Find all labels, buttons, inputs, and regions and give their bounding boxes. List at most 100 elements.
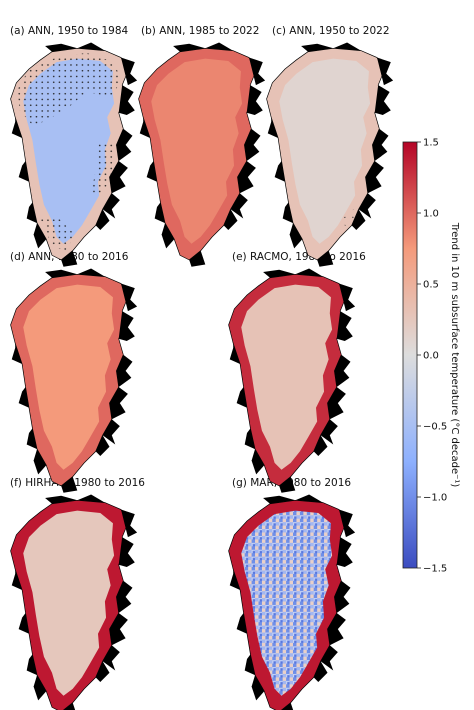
coast-land	[116, 354, 133, 387]
coast-land	[121, 283, 138, 312]
colorbar-tick-label: 0.0	[423, 351, 439, 362]
coast-land	[336, 311, 353, 341]
coast-land	[116, 128, 133, 161]
panel-title-a: (a) ANN, 1950 to 1984	[10, 25, 129, 37]
colorbar-tick-label: 1.5	[423, 138, 439, 149]
ice-sheet-interior	[23, 284, 115, 470]
coast-land	[229, 343, 241, 364]
map-panel-c	[266, 42, 394, 267]
coast-land	[118, 537, 135, 567]
coast-land	[334, 354, 351, 387]
coast-land	[263, 269, 296, 278]
coast-land	[161, 223, 175, 249]
ice-sheet-interior	[241, 284, 333, 470]
map-panel-a	[10, 42, 138, 267]
coast-land	[102, 193, 120, 219]
coast-land	[189, 250, 206, 267]
ice-sheet-interior	[151, 58, 243, 244]
colorbar-tick-label: 1.0	[423, 209, 439, 220]
map-panel-g	[228, 494, 356, 710]
coast-land	[45, 495, 78, 504]
ice-sheet-interior	[279, 58, 371, 244]
coast-land	[372, 128, 389, 161]
coast-land	[61, 250, 78, 267]
colorbar-tick-label: −0.5	[423, 422, 447, 433]
ice-sheet-interior	[241, 510, 333, 696]
coast-land	[45, 269, 78, 278]
coast-land	[320, 645, 338, 671]
coast-land	[102, 419, 120, 445]
coastline	[10, 273, 129, 487]
coast-land	[173, 43, 206, 52]
coast-land	[320, 419, 338, 445]
panel-title-e: (e) RACMO, 1980 to 2016	[232, 251, 366, 263]
stippling-north	[17, 52, 121, 127]
coast-land	[26, 654, 38, 676]
coast-land	[263, 495, 296, 504]
coast-land	[374, 85, 391, 115]
coastline	[266, 47, 385, 261]
ice-sheet-interior	[23, 510, 115, 696]
coast-land	[246, 85, 263, 115]
coast-land	[26, 428, 38, 450]
colorbar-tick-label: −1.0	[423, 493, 447, 504]
coast-land	[313, 435, 328, 456]
colorbar-label: Trend in 10 m subsurface temperature (°C…	[449, 222, 460, 488]
map-panel-d	[10, 268, 138, 493]
coast-land	[289, 223, 303, 249]
coast-land	[301, 43, 334, 52]
colorbar-tick-label: 0.5	[423, 280, 439, 291]
coast-land	[11, 343, 23, 364]
coast-land	[244, 428, 256, 450]
coastline	[138, 47, 257, 261]
panel-title-b: (b) ANN, 1985 to 2022	[141, 25, 259, 37]
coast-land	[139, 117, 151, 138]
panel-title-c: (c) ANN, 1950 to 2022	[272, 25, 390, 37]
coast-land	[45, 43, 78, 52]
coast-land	[339, 283, 356, 312]
stippling-east	[91, 142, 117, 196]
coast-land	[358, 193, 376, 219]
coast-land	[334, 580, 351, 613]
coast-land	[244, 654, 256, 676]
coast-land	[229, 569, 241, 590]
coast-land	[116, 580, 133, 613]
coast-land	[377, 57, 394, 86]
coast-land	[351, 209, 366, 230]
coast-land	[33, 675, 47, 701]
coast-land	[244, 128, 261, 161]
coast-land	[63, 702, 76, 710]
map-panel-f	[10, 494, 138, 710]
coast-land	[33, 223, 47, 249]
coast-land	[102, 645, 120, 671]
coastline	[228, 499, 347, 710]
coast-land	[317, 250, 334, 267]
coast-land	[281, 702, 294, 710]
coast-land	[251, 449, 265, 475]
coast-land	[154, 202, 166, 224]
coastline	[10, 499, 129, 710]
map-panel-e	[228, 268, 356, 493]
coast-land	[313, 661, 328, 682]
coast-land	[11, 117, 23, 138]
coast-land	[95, 209, 110, 230]
coast-land	[251, 675, 265, 701]
coast-land	[223, 209, 238, 230]
coast-land	[95, 435, 110, 456]
coast-land	[279, 476, 296, 493]
coastline	[10, 47, 129, 261]
colorbar	[402, 141, 418, 569]
coast-land	[249, 57, 266, 86]
coast-land	[336, 537, 353, 567]
coast-land	[26, 202, 38, 224]
colorbar-tick-label: −1.5	[423, 564, 447, 575]
coast-land	[121, 509, 138, 538]
coast-land	[61, 476, 78, 493]
panel-title-f: (f) HIRHAM, 1980 to 2016	[10, 477, 145, 489]
coast-land	[339, 509, 356, 538]
colorbar-ticks: 1.5 1.0 0.5 0.0 −0.5 −1.0 −1.5	[417, 138, 447, 575]
coastline	[228, 273, 347, 487]
coast-land	[118, 85, 135, 115]
coast-land	[230, 193, 248, 219]
